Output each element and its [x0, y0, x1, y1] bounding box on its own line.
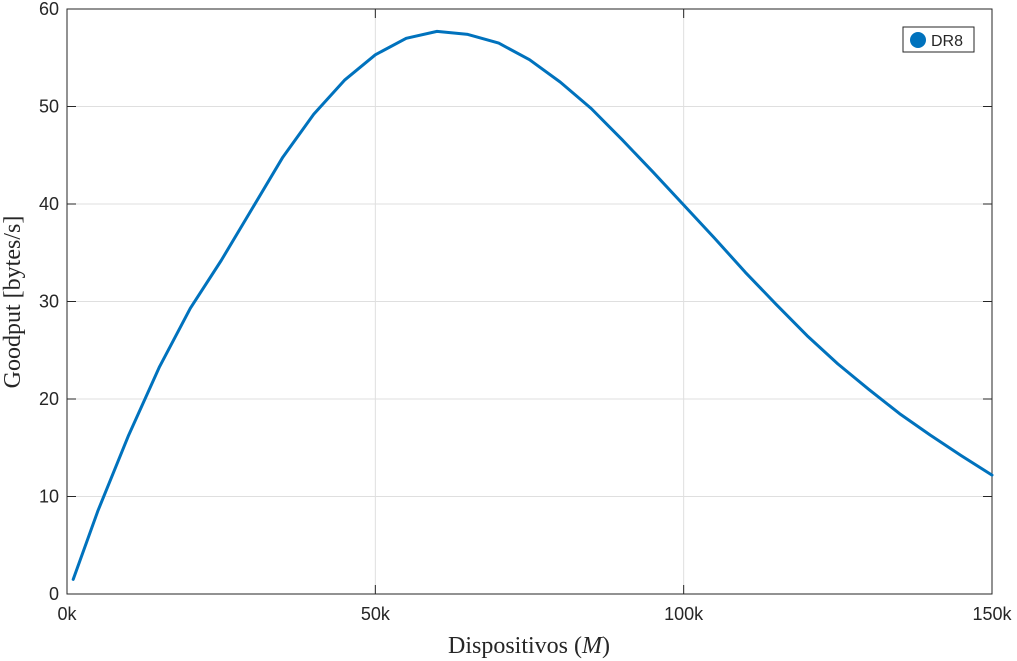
y-axis-title: Goodput [bytes/s] — [0, 216, 26, 389]
y-tick-label: 0 — [49, 584, 59, 604]
legend-label: DR8 — [931, 33, 963, 50]
x-axis-title-text: Dispositivos — [448, 633, 568, 659]
y-tick-label: 20 — [39, 389, 59, 409]
series-layer — [71, 29, 994, 581]
y-tick-label: 60 — [39, 0, 59, 19]
x-axis-title-variable: M — [581, 633, 604, 659]
y-tick-label: 10 — [39, 487, 59, 507]
x-axis-title: Dispositivos (M) — [448, 633, 610, 659]
x-tick-label: 100k — [664, 604, 704, 624]
y-tick-label: 30 — [39, 292, 59, 312]
y-tick-label: 50 — [39, 97, 59, 117]
y-tick-label: 40 — [39, 194, 59, 214]
series-line-dr8 — [71, 29, 994, 581]
x-tick-label: 150k — [972, 604, 1012, 624]
x-tick-label: 0k — [57, 604, 77, 624]
x-tick-label: 50k — [361, 604, 391, 624]
grid — [67, 9, 992, 594]
legend-marker-icon — [910, 32, 926, 48]
axes — [66, 8, 993, 595]
legend: DR8 — [902, 26, 975, 53]
tick-labels: 0k 50k 100k 150k 0 10 20 30 40 50 60 — [39, 0, 1013, 624]
